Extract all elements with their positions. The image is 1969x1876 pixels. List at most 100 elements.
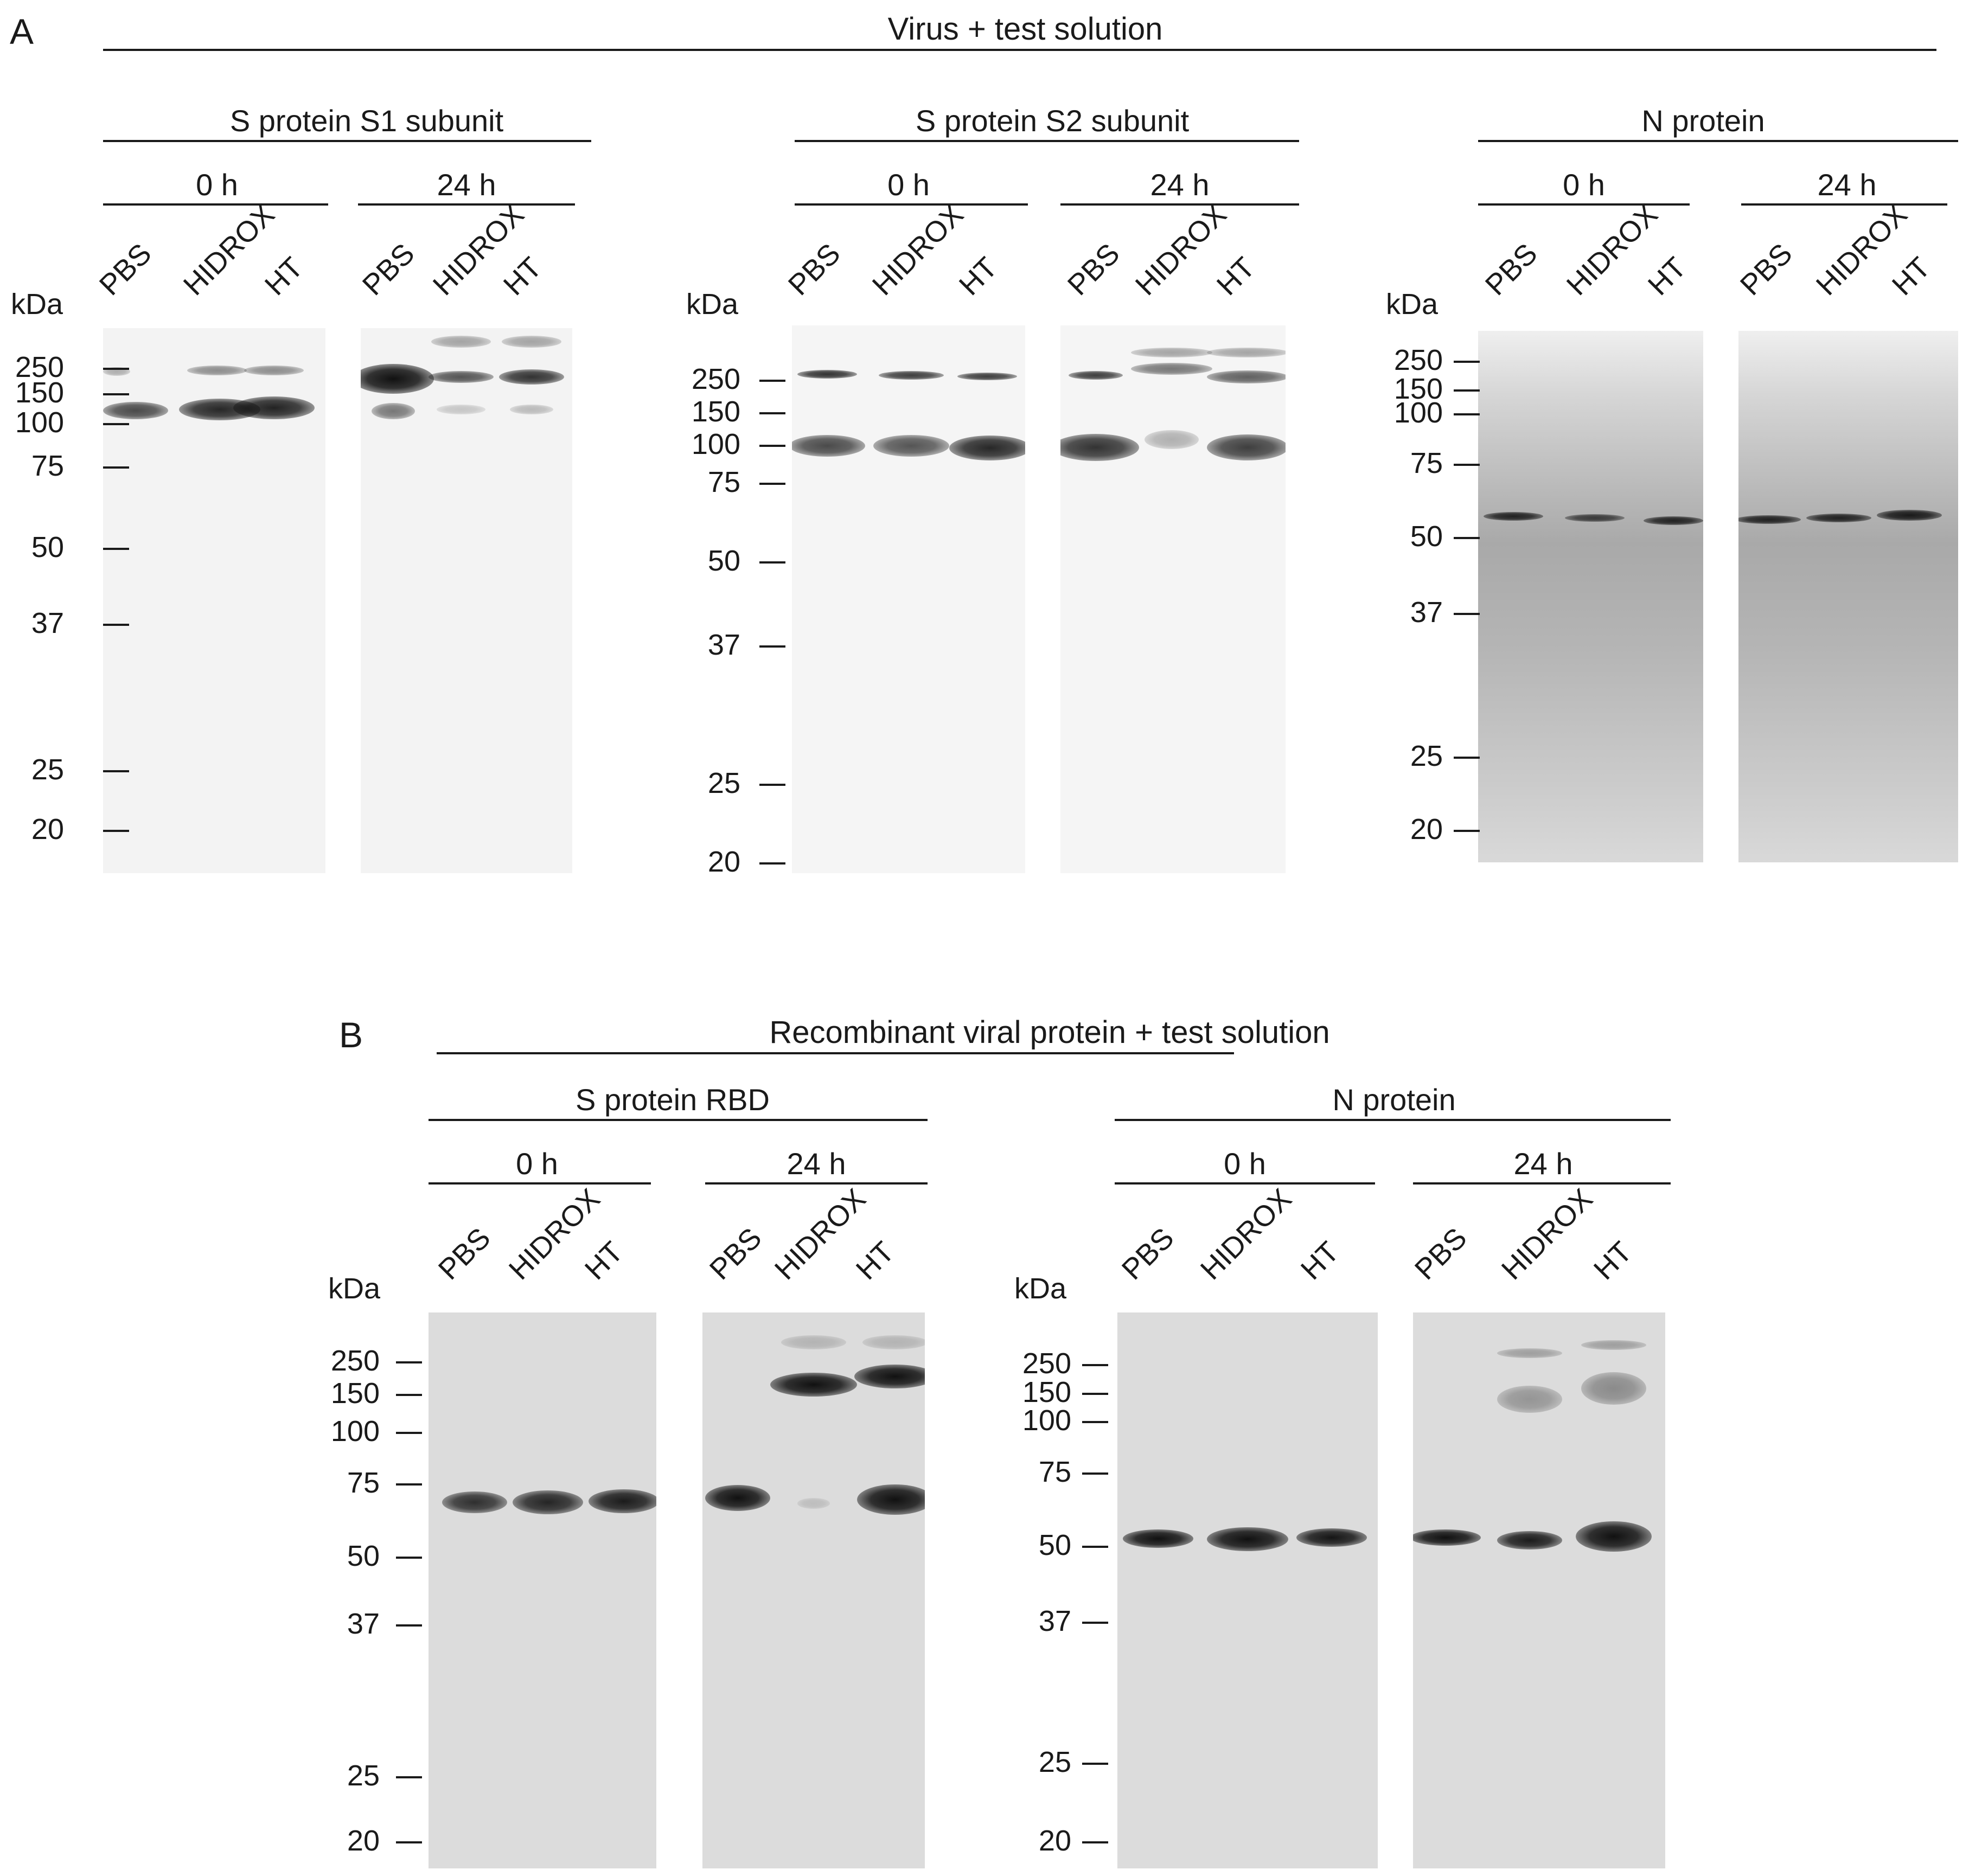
panelB-sub0-marker-tick-150: [396, 1394, 422, 1396]
panelA-sub0-lane-ht: HT: [497, 251, 548, 302]
panelB-sub0-band-4: [797, 1498, 830, 1509]
panelA-sub0-time1-rule: [358, 203, 575, 206]
panelB-sub0-blot-24h: [702, 1312, 925, 1868]
panelB-sub1-marker-250: 250: [1022, 1347, 1071, 1380]
panelB-sub1-lane-pbs: PBS: [1115, 1221, 1180, 1286]
panelA-sub2-marker-tick-25: [1454, 757, 1480, 759]
panelA-sub2-marker-tick-50: [1454, 537, 1480, 539]
panelB-sub1-marker-tick-37: [1082, 1622, 1108, 1624]
panelB-sub0-marker-tick-37: [396, 1624, 422, 1627]
panelA-sub0-lane-pbs: PBS: [93, 237, 158, 302]
panelB-sub1-band-5: [1576, 1521, 1652, 1552]
panelA-sub0-marker-250: 250: [15, 351, 64, 383]
panelA-sub0-band-7: [372, 403, 415, 419]
panelA-sub1-marker-37: 37: [707, 629, 740, 661]
panelB-sub0-marker-50: 50: [347, 1540, 380, 1572]
panelA-sub0-marker-20: 20: [31, 813, 64, 846]
panelB-sub1-band-4: [1497, 1531, 1562, 1550]
panelB-sub1-lane-hidrox: HIDROX: [1194, 1182, 1298, 1286]
panelB-sub1-title: N protein: [1332, 1083, 1456, 1117]
panelA-sub2-title: N protein: [1641, 104, 1765, 138]
panelB-sub1-time1: 24 h: [1513, 1147, 1573, 1181]
panelB-sub1-marker-tick-250: [1082, 1364, 1108, 1366]
panelA-sub1-marker-25: 25: [707, 767, 740, 799]
panelA-letter: A: [10, 11, 34, 52]
panelB-sub0-marker-tick-50: [396, 1557, 422, 1559]
panelA-sub1-title: S protein S2 subunit: [915, 104, 1190, 138]
panelA-sub1-band-13: [1207, 348, 1286, 357]
panelA-sub0-band-12: [437, 405, 485, 414]
panelA-sub0-band-8: [429, 371, 494, 383]
panelA-sub2-marker-150: 150: [1393, 373, 1443, 405]
panelB-sub1-time1-rule: [1413, 1182, 1671, 1184]
panelA-sub0-band-10: [431, 336, 491, 348]
panelB-sub1-marker-tick-20: [1082, 1841, 1108, 1843]
panelB-sub0-band-2: [589, 1489, 656, 1513]
panelB-sub1-lane-hidrox: HIDROX: [1495, 1182, 1599, 1286]
panelB-sub1-marker-75: 75: [1038, 1456, 1071, 1488]
panelA-sub0-band-9: [499, 369, 564, 385]
panelB-sub0-band-7: [854, 1365, 925, 1388]
panelA-sub1-time0: 0 h: [887, 168, 930, 202]
panelA-sub1-title-rule: [795, 140, 1299, 142]
panelB-sub1-marker-20: 20: [1038, 1824, 1071, 1857]
panelA-sub1-marker-250: 250: [691, 363, 740, 395]
panelA-sub1-unit: kDa: [686, 288, 739, 321]
panelA-sub0-marker-25: 25: [31, 753, 64, 786]
panelA-sub1-band-9: [1207, 434, 1286, 460]
panelB-sub1-blot-0h: [1117, 1312, 1378, 1868]
panelB-sub1-title-rule: [1115, 1119, 1671, 1121]
panelB-sub1-time0: 0 h: [1224, 1147, 1266, 1181]
panelB-sub1-band-3: [1413, 1529, 1481, 1546]
panelA-title: Virus + test solution: [887, 11, 1163, 47]
panelA-sub0-band-13: [510, 405, 553, 414]
panelB-letter: B: [339, 1015, 363, 1055]
panelA-sub2-marker-50: 50: [1410, 520, 1443, 553]
panelA-sub1-band-2: [957, 373, 1017, 380]
panelA-sub2-blot-24h: [1738, 331, 1958, 862]
panelA-sub2-time1-rule: [1741, 203, 1947, 206]
panelA-sub1-band-5: [949, 436, 1025, 460]
panelA-sub0-lane-pbs: PBS: [356, 237, 421, 302]
panelA-sub2-marker-20: 20: [1410, 813, 1443, 846]
panelA-sub0-marker-150: 150: [15, 376, 64, 409]
panelA-sub2-marker-tick-100: [1454, 413, 1480, 415]
panelA-sub1-lane-ht: HT: [1210, 251, 1262, 302]
panelB-sub1-band-0: [1123, 1529, 1193, 1548]
panelA-sub1-marker-100: 100: [691, 428, 740, 460]
panelA-sub1-lane-ht: HT: [952, 251, 1004, 302]
panelA-sub0-band-3: [187, 366, 247, 375]
panelA-sub1-marker-tick-250: [759, 380, 785, 382]
panelA-sub0-marker-tick-25: [103, 770, 129, 772]
panelA-sub1-lane-hidrox: HIDROX: [866, 198, 970, 302]
panelA-sub1-marker-tick-20: [759, 862, 785, 865]
panelB-sub0-band-8: [781, 1335, 846, 1349]
panelA-sub2-band-2: [1644, 516, 1703, 525]
panelA-sub2-band-4: [1806, 514, 1871, 522]
panelA-sub1-time0-rule: [795, 203, 1028, 206]
panelA-sub0-marker-tick-50: [103, 548, 129, 550]
panelA-sub2-lane-ht: HT: [1885, 251, 1937, 302]
panelB-sub1-lane-pbs: PBS: [1408, 1221, 1473, 1286]
panelA-sub2-marker-tick-37: [1454, 613, 1480, 615]
panelA-sub1-band-11: [1207, 370, 1286, 383]
panelA-sub0-band-0: [103, 402, 168, 419]
panelA-sub1-marker-50: 50: [707, 545, 740, 577]
panelA-sub1-time1-rule: [1060, 203, 1299, 206]
panelB-sub1-marker-100: 100: [1022, 1404, 1071, 1437]
panelA-sub0-blot-24h: [361, 328, 572, 873]
panelA-sub0-marker-tick-250: [103, 368, 129, 370]
panelB-sub0-time1: 24 h: [787, 1147, 846, 1181]
panelA-sub2-title-rule: [1478, 140, 1958, 142]
panelB-sub1-band-1: [1207, 1527, 1288, 1551]
panelA-sub1-band-8: [1145, 430, 1199, 449]
panelA-sub2-lane-ht: HT: [1641, 251, 1693, 302]
panelA-sub1-marker-20: 20: [707, 846, 740, 878]
panelB-sub0-title: S protein RBD: [576, 1083, 770, 1117]
panelA-sub1-time1: 24 h: [1150, 168, 1210, 202]
panelB-sub0-marker-tick-25: [396, 1776, 422, 1778]
panelB-sub0-marker-tick-75: [396, 1483, 422, 1486]
panelA-sub0-title-rule: [103, 140, 591, 142]
panelA-sub2-band-0: [1484, 512, 1543, 521]
panelA-sub0-band-11: [502, 336, 561, 348]
